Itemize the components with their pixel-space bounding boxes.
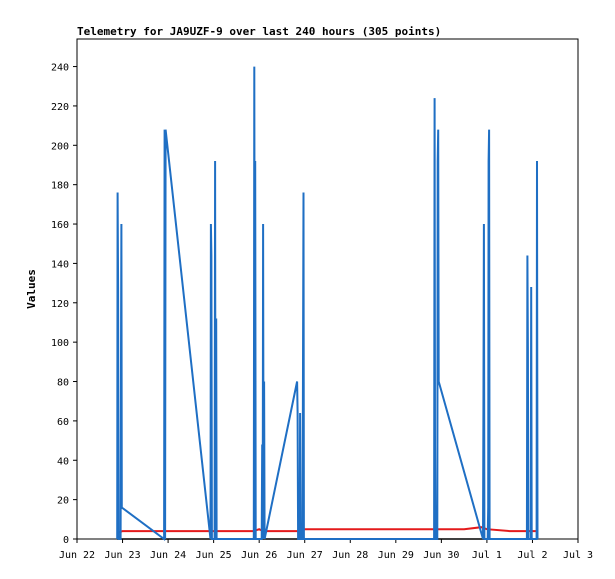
- y-tick-label: 180: [51, 181, 69, 192]
- x-tick-label: Jul 1: [472, 550, 502, 561]
- x-tick-label: Jun 23: [104, 550, 140, 561]
- series-line-1: [116, 66, 539, 541]
- y-axis: 0 20 40 60 80 100 120 140 160 180 200 220 240: [51, 63, 77, 546]
- y-tick-label: 20: [57, 496, 69, 507]
- x-tick-label: Jul 2: [517, 550, 547, 561]
- x-tick-label: Jun 29: [378, 550, 414, 561]
- series-group: [116, 66, 539, 541]
- y-tick-label: 200: [51, 141, 69, 152]
- y-tick-label: 140: [51, 259, 69, 270]
- x-tick-label: Jun 25: [196, 550, 232, 561]
- y-tick-label: 0: [63, 535, 69, 546]
- series-line-2: [116, 526, 538, 535]
- x-tick-label: Jun 24: [150, 550, 186, 561]
- x-tick-label: Jun 28: [332, 550, 368, 561]
- x-tick-label: Jun 27: [287, 550, 323, 561]
- y-tick-label: 120: [51, 299, 69, 310]
- x-tick-label: Jun 22: [59, 550, 95, 561]
- x-tick-label: Jun 30: [423, 550, 459, 561]
- x-tick-label: Jul 3: [563, 550, 593, 561]
- y-tick-label: 40: [57, 456, 69, 467]
- chart-title: Telemetry for JA9UZF-9 over last 240 hou…: [77, 25, 441, 38]
- y-tick-label: 80: [57, 378, 69, 389]
- y-tick-label: 60: [57, 417, 69, 428]
- y-axis-label: Values: [25, 269, 38, 309]
- y-tick-label: 240: [51, 63, 69, 74]
- plot-frame: [76, 38, 579, 540]
- x-axis: Jun 22 Jun 23 Jun 24 Jun 25 Jun 26 Jun 27 Jun …: [59, 539, 593, 561]
- y-tick-label: 100: [51, 338, 69, 349]
- y-tick-label: 160: [51, 220, 69, 231]
- x-tick-label: Jun 26: [241, 550, 277, 561]
- y-tick-label: 220: [51, 102, 69, 113]
